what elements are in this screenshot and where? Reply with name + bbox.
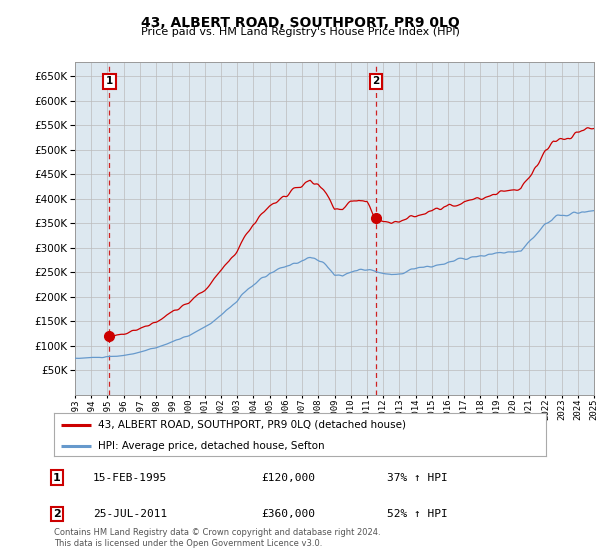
Text: 43, ALBERT ROAD, SOUTHPORT, PR9 0LQ: 43, ALBERT ROAD, SOUTHPORT, PR9 0LQ — [140, 16, 460, 30]
Text: Contains HM Land Registry data © Crown copyright and database right 2024.
This d: Contains HM Land Registry data © Crown c… — [54, 528, 380, 548]
Text: Price paid vs. HM Land Registry's House Price Index (HPI): Price paid vs. HM Land Registry's House … — [140, 27, 460, 37]
Text: 2: 2 — [373, 76, 380, 86]
Text: £360,000: £360,000 — [261, 509, 315, 519]
Text: 37% ↑ HPI: 37% ↑ HPI — [387, 473, 448, 483]
Text: 2: 2 — [53, 509, 61, 519]
Text: 43, ALBERT ROAD, SOUTHPORT, PR9 0LQ (detached house): 43, ALBERT ROAD, SOUTHPORT, PR9 0LQ (det… — [98, 420, 406, 430]
Text: 15-FEB-1995: 15-FEB-1995 — [93, 473, 167, 483]
Text: 52% ↑ HPI: 52% ↑ HPI — [387, 509, 448, 519]
Text: 1: 1 — [106, 76, 113, 86]
Text: 1: 1 — [53, 473, 61, 483]
Text: 25-JUL-2011: 25-JUL-2011 — [93, 509, 167, 519]
Text: £120,000: £120,000 — [261, 473, 315, 483]
Text: HPI: Average price, detached house, Sefton: HPI: Average price, detached house, Seft… — [98, 441, 325, 451]
